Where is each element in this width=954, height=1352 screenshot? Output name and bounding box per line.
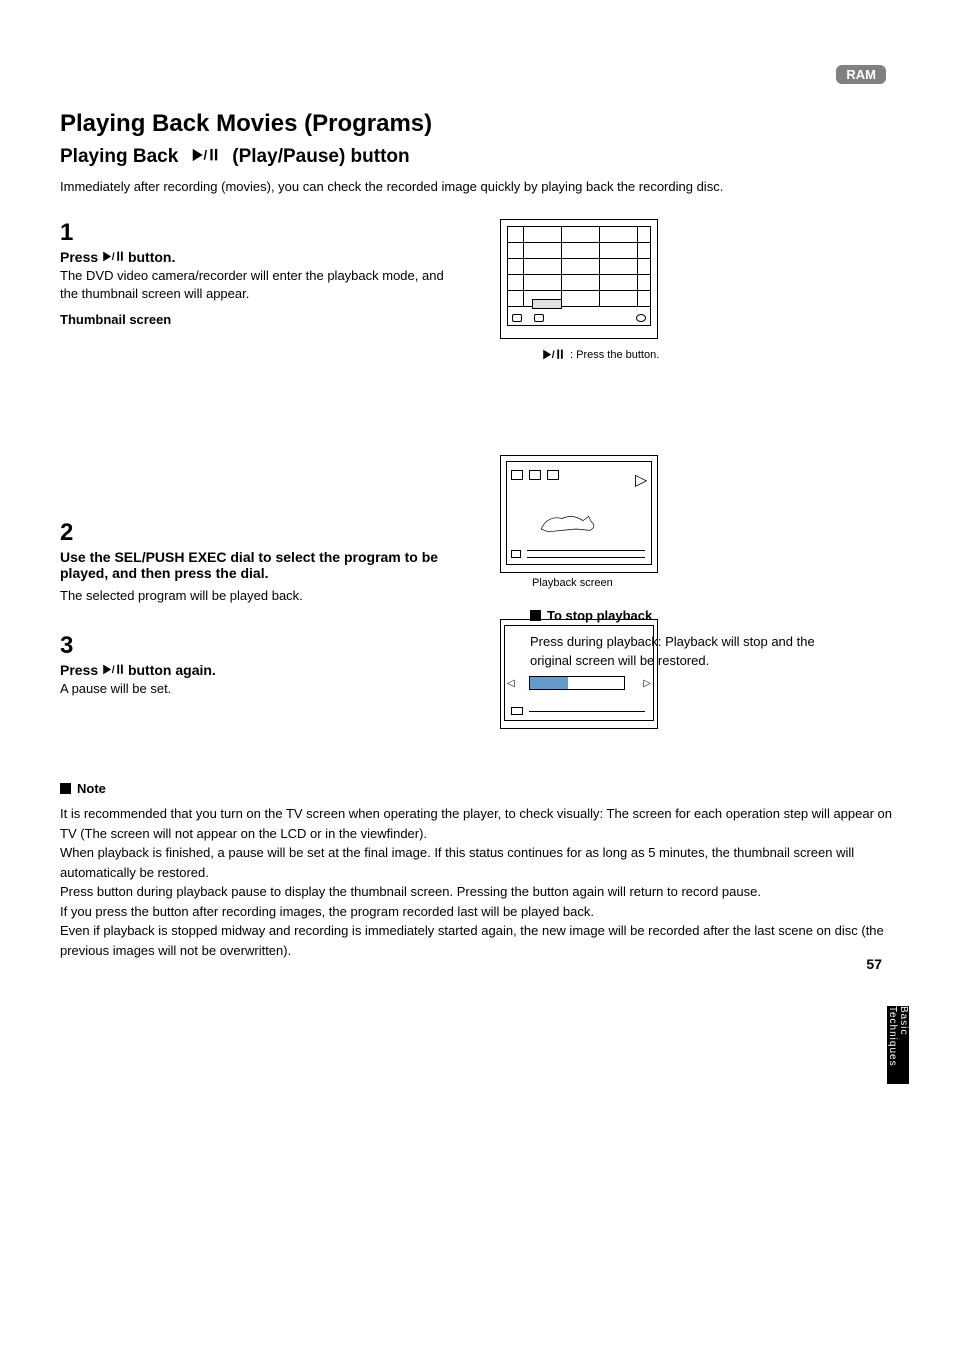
play-pause-icon: / [102, 251, 124, 262]
step-1-num: 1 [60, 219, 452, 247]
step-1: 1 Press / button. The DVD video camera/r… [60, 219, 452, 330]
step-1-press: Press [60, 249, 98, 265]
step-1-sub1: The DVD video camera/recorder will enter… [60, 267, 452, 303]
page-number: 57 [866, 956, 882, 972]
cat-icon [529, 508, 609, 536]
step-2-label: Use the SEL/PUSH EXEC dial to select the… [60, 549, 452, 581]
side-tab: Basic Techniques [887, 1006, 909, 1084]
svg-text:/: / [204, 148, 208, 162]
subtitle-row: Playing Back / (Play/Pause) button [60, 146, 894, 168]
step-1-sub2: Thumbnail screen [60, 311, 452, 329]
ram-badge: RAM [836, 65, 886, 84]
step-2: 2 Use the SEL/PUSH EXEC dial to select t… [60, 519, 452, 605]
step-2-num: 2 [60, 519, 452, 547]
note-heading: Note [77, 779, 106, 799]
stop-playback-section: To stop playback Press during playback: … [530, 606, 850, 671]
fig1-caption: / : Press the button. [542, 349, 894, 361]
fig2-caption: Playback screen [532, 577, 894, 589]
step-3-num: 3 [60, 632, 452, 660]
play-pause-icon: / [542, 349, 564, 360]
bullet-icon [530, 610, 541, 621]
note-section: Note It is recommended that you turn on … [60, 779, 894, 961]
lead-text: Immediately after recording (movies), yo… [60, 178, 894, 197]
thumbnail-screen-figure [500, 219, 658, 339]
note-bullet-2: Press button during playback pause to di… [60, 882, 894, 902]
right-arrow-icon: ▷ [643, 678, 651, 689]
bullet-icon [60, 783, 71, 794]
step-2-sub: The selected program will be played back… [60, 587, 452, 605]
svg-text:/: / [552, 351, 555, 361]
step-3: 3 Press / button again. A pause will be … [60, 632, 452, 698]
playback-screen-figure: ▷ [500, 455, 658, 573]
play-pause-icon: / [192, 148, 218, 162]
step-1-tail: button. [128, 249, 175, 265]
play-pause-icon: / [102, 664, 124, 675]
subtitle-left: Playing Back [60, 146, 178, 168]
note-bullet-3: If you press the button after recording … [60, 902, 894, 922]
stop-playback-body: Press during playback: Playback will sto… [530, 632, 850, 671]
note-bullet-0: It is recommended that you turn on the T… [60, 804, 894, 843]
stop-playback-heading: To stop playback [530, 606, 850, 626]
note-bullet-4: Even if playback is stopped midway and r… [60, 921, 894, 960]
note-bullet-1: When playback is finished, a pause will … [60, 843, 894, 882]
left-arrow-icon: ◁ [507, 678, 515, 689]
page-title: Playing Back Movies (Programs) [60, 110, 894, 138]
step-3-sub: A pause will be set. [60, 680, 452, 698]
step-3-press: Press [60, 662, 98, 678]
step-3-tail: button again. [128, 662, 216, 678]
svg-text:/: / [112, 252, 115, 262]
subtitle-right: (Play/Pause) button [232, 146, 409, 168]
svg-text:/: / [112, 665, 115, 675]
